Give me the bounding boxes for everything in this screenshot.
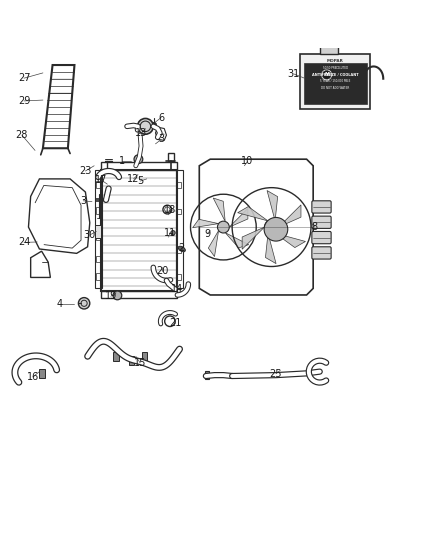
Bar [176,170,183,288]
Circle shape [134,155,143,164]
Bar [101,290,177,298]
Bar [96,181,101,188]
Ellipse shape [178,246,185,252]
Text: 17: 17 [95,175,108,185]
Polygon shape [213,198,225,221]
Bar [129,356,134,365]
Circle shape [321,69,332,80]
Circle shape [171,231,175,235]
FancyBboxPatch shape [312,216,331,229]
Bar [39,369,45,378]
FancyBboxPatch shape [312,231,331,244]
Text: MOPAR: MOPAR [327,59,343,63]
Circle shape [217,221,230,233]
Bar [113,352,119,361]
Bar [304,62,367,103]
Text: 10: 10 [241,156,254,166]
Bar [205,371,209,379]
Text: 50/50 PREDILUTED: 50/50 PREDILUTED [322,66,348,70]
Text: 2: 2 [179,243,185,253]
Text: 5: 5 [137,176,143,186]
Text: DO NOT ADD WATER: DO NOT ADD WATER [321,86,349,90]
Text: 6: 6 [158,112,164,123]
Text: 1: 1 [119,156,125,166]
Polygon shape [267,190,278,221]
Text: 25: 25 [270,369,282,379]
Bar [320,45,338,54]
Polygon shape [242,227,265,249]
Bar [96,273,101,280]
Text: 21: 21 [169,318,181,328]
Text: 11: 11 [164,228,176,238]
Circle shape [322,70,331,79]
Text: 28: 28 [16,130,28,140]
Bar [324,34,334,39]
Text: M: M [324,72,329,77]
Text: 18: 18 [164,205,176,215]
Bar [177,209,181,214]
Bar [96,207,101,214]
Text: 15: 15 [134,358,146,368]
Bar [323,39,335,45]
Polygon shape [225,233,249,248]
Text: 27: 27 [18,73,30,83]
Text: 13: 13 [135,128,148,138]
Polygon shape [208,231,219,256]
Bar [177,274,181,280]
Circle shape [152,123,156,127]
Text: 29: 29 [18,96,30,106]
Circle shape [113,291,122,300]
FancyBboxPatch shape [300,54,370,109]
Polygon shape [265,233,276,264]
Polygon shape [238,207,268,221]
Bar [95,225,101,238]
Circle shape [320,68,333,82]
Circle shape [138,118,153,134]
Text: 4: 4 [56,298,62,309]
Text: 9: 9 [204,229,210,239]
Text: 12: 12 [127,174,140,184]
Text: 16: 16 [27,372,39,382]
Polygon shape [279,205,301,227]
Text: 8: 8 [311,222,318,232]
Text: 20: 20 [156,266,168,276]
Bar [142,352,147,361]
Polygon shape [275,233,305,248]
Text: 3: 3 [158,134,164,144]
FancyBboxPatch shape [312,247,331,259]
Bar [96,233,101,240]
Bar [95,170,102,288]
Text: 14: 14 [171,284,184,294]
Circle shape [264,217,288,241]
Bar [177,248,181,253]
Text: 3: 3 [80,196,86,206]
Bar [96,255,101,262]
Text: 23: 23 [79,166,92,176]
Text: 30: 30 [84,230,96,240]
Text: ANTIFREEZE / COOLANT: ANTIFREEZE / COOLANT [312,73,358,77]
Text: 19: 19 [105,291,117,301]
Bar [101,170,177,290]
Bar [168,154,174,161]
FancyBboxPatch shape [312,201,331,213]
Polygon shape [193,219,219,228]
Bar [177,182,181,188]
Text: 5 YEAR / 150,000 MILE: 5 YEAR / 150,000 MILE [320,79,350,84]
Text: 31: 31 [287,69,300,79]
Bar [101,162,177,170]
Circle shape [78,297,90,309]
Text: 24: 24 [18,237,30,247]
Circle shape [265,220,279,234]
Polygon shape [230,208,248,227]
